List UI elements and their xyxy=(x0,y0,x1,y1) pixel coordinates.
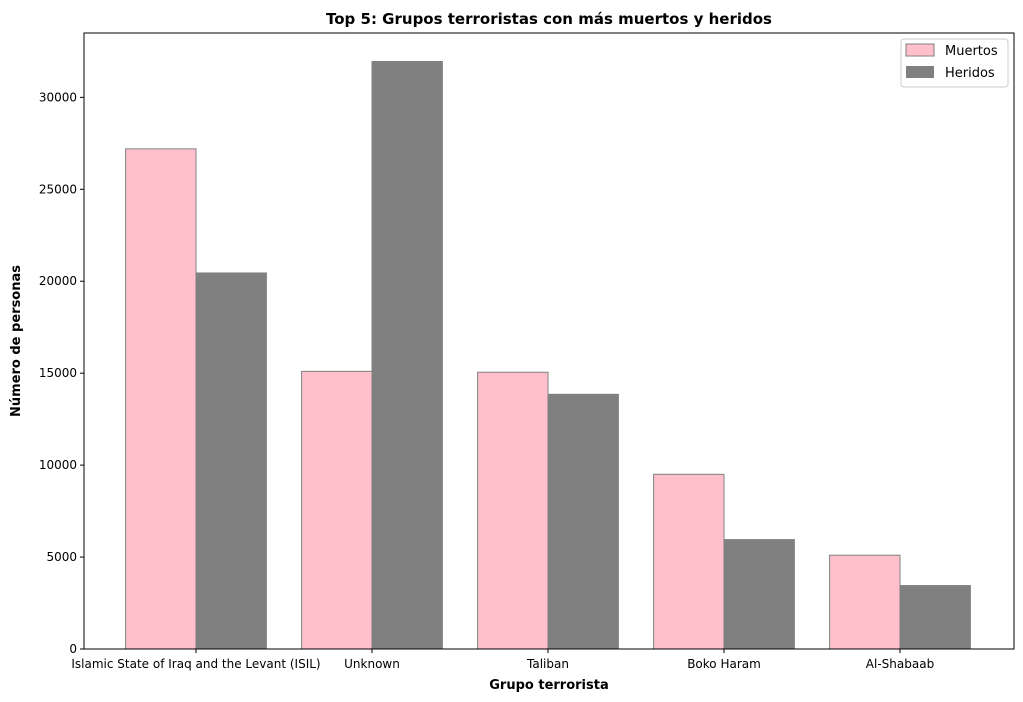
x-tick-label: Boko Haram xyxy=(687,657,761,671)
bar-heridos-0 xyxy=(195,272,267,650)
x-tick-label: Unknown xyxy=(344,657,400,671)
bar-muertos-4 xyxy=(829,554,901,650)
x-tick-label: Taliban xyxy=(526,657,569,671)
x-tick-label: Al-Shabaab xyxy=(866,657,934,671)
y-tick-label: 5000 xyxy=(46,550,77,564)
y-tick-label: 15000 xyxy=(39,366,77,380)
y-tick-label: 10000 xyxy=(39,458,77,472)
y-axis-title: Número de personas xyxy=(9,265,24,417)
bar-heridos-3 xyxy=(723,539,795,650)
bar-heridos-1 xyxy=(371,61,443,650)
bars-layer xyxy=(125,61,971,650)
bar-heridos-2 xyxy=(547,393,619,650)
bar-muertos-0 xyxy=(125,148,197,650)
bar-heridos-4 xyxy=(899,585,971,650)
x-axis-title: Grupo terrorista xyxy=(489,678,608,693)
legend-swatch-muertos xyxy=(905,43,935,57)
legend-swatch-heridos xyxy=(906,66,934,78)
x-axis: Islamic State of Iraq and the Levant (IS… xyxy=(71,649,934,671)
y-tick-label: 20000 xyxy=(39,274,77,288)
y-axis: 0 5000 10000 15000 20000 25000 30000 xyxy=(39,90,84,656)
x-tick-label: Islamic State of Iraq and the Levant (IS… xyxy=(71,657,320,671)
y-tick-label: 25000 xyxy=(39,182,77,196)
bar-muertos-3 xyxy=(653,473,725,650)
bar-muertos-1 xyxy=(301,370,373,650)
y-tick-label: 0 xyxy=(69,642,77,656)
legend: Muertos Heridos xyxy=(900,38,1009,88)
y-tick-label: 30000 xyxy=(39,90,77,104)
chart-title: Top 5: Grupos terroristas con más muerto… xyxy=(326,10,772,28)
legend-label-muertos: Muertos xyxy=(945,44,998,59)
plot-frame xyxy=(83,32,1015,650)
legend-label-heridos: Heridos xyxy=(945,66,995,81)
bar-muertos-2 xyxy=(477,371,549,650)
